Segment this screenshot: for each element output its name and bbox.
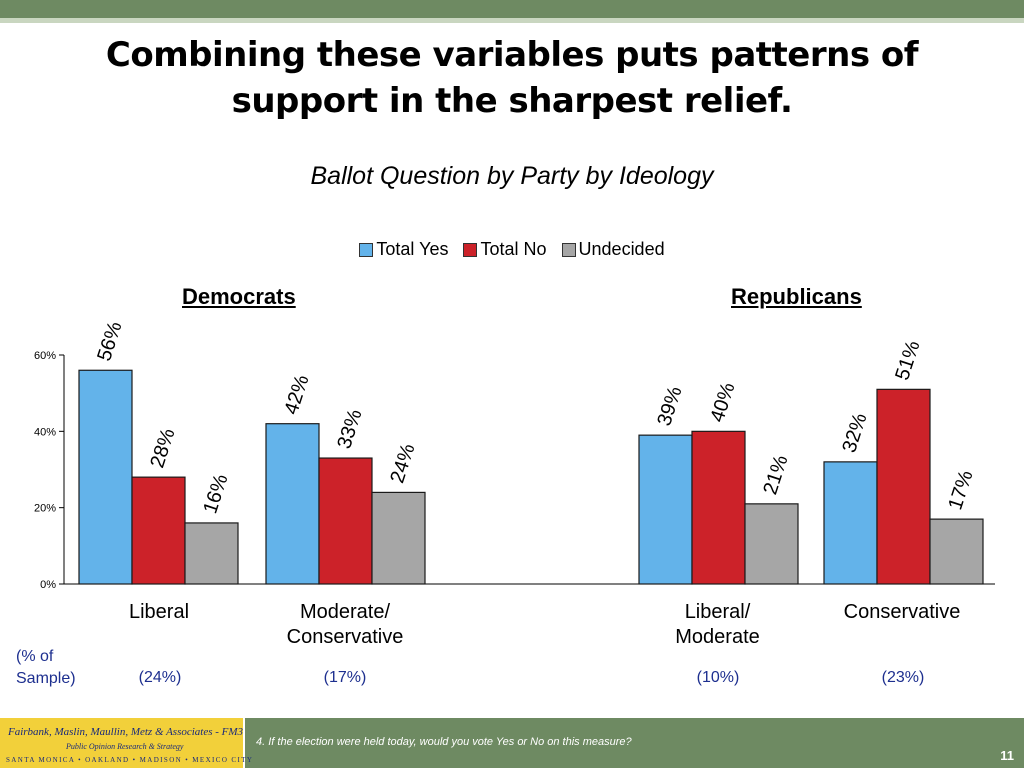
legend-item-total-no: Total No	[463, 239, 547, 260]
fm3-logo: Fairbank, Maslin, Maullin, Metz & Associ…	[0, 718, 252, 768]
category-label-conservative: Conservative	[822, 600, 982, 625]
logo-tagline: Public Opinion Research & Strategy	[66, 742, 184, 751]
bar-3-0	[823, 461, 878, 585]
category-label-conservative-text: Conservative	[843, 601, 961, 623]
group-heading-republicans: Republicans	[731, 284, 862, 309]
legend-swatch-total-yes	[359, 242, 374, 257]
category-label-liberal-moderate: Liberal/ Moderate	[640, 600, 795, 650]
chart-legend: Total Yes Total No Undecided	[0, 239, 1024, 262]
bar-3-1	[876, 388, 931, 585]
category-label-moderate-conservative-line2: Conservative	[286, 626, 404, 648]
sample-caption-line2: Sample)	[16, 670, 76, 687]
sample-caption-line1: (% of	[16, 648, 54, 665]
header-stripe	[0, 18, 1024, 23]
bar-2-0	[638, 434, 693, 585]
data-label-2-2: 21%	[759, 452, 792, 497]
data-label-0-0: 56%	[93, 319, 126, 364]
legend-label-total-yes: Total Yes	[376, 239, 449, 259]
header-bar	[0, 0, 1024, 18]
legend-item-undecided: Undecided	[561, 239, 665, 260]
category-label-liberal-text: Liberal	[128, 601, 190, 623]
logo-firm-name: Fairbank, Maslin, Maullin, Metz & Associ…	[8, 726, 244, 738]
y-tick-label-2: 40%	[34, 426, 56, 438]
data-label-1-0: 42%	[280, 372, 313, 417]
bar-2-2	[744, 503, 799, 585]
bar-0-0	[78, 369, 133, 585]
sample-share-conservative: (23%)	[881, 669, 925, 686]
data-label-2-0: 39%	[653, 384, 686, 429]
legend-swatch-total-no	[463, 242, 478, 257]
bar-1-2	[371, 491, 426, 585]
legend-label-total-no: Total No	[480, 239, 547, 259]
category-label-moderate-conservative: Moderate/ Conservative	[265, 600, 425, 650]
legend-swatch-undecided	[561, 242, 576, 257]
sample-share-liberal: (24%)	[138, 669, 182, 686]
page-number: 11	[1000, 748, 1014, 763]
legend-item-total-yes: Total Yes	[359, 239, 448, 260]
category-label-liberal-moderate-line1: Liberal/	[684, 601, 751, 623]
category-label-liberal: Liberal	[104, 600, 214, 625]
data-label-2-1: 40%	[706, 380, 739, 425]
y-tick-label-3: 60%	[34, 350, 56, 362]
data-label-3-2: 17%	[944, 468, 977, 513]
bar-chart: 0% 20% 40% 60% 56% 28% 16% 42% 33% 24% 39% 40% 21% 32…	[34, 319, 995, 591]
data-label-0-2: 16%	[199, 471, 232, 516]
data-label-0-1: 28%	[146, 426, 179, 471]
category-label-moderate-conservative-line1: Moderate/	[299, 601, 391, 623]
bar-1-0	[265, 423, 320, 585]
group-heading-democrats: Democrats	[182, 284, 296, 309]
y-tick-label-1: 20%	[34, 503, 56, 515]
bar-3-2	[929, 518, 984, 585]
question-footnote: 4. If the election were held today, woul…	[256, 736, 632, 748]
sample-share-moderate-conservative: (17%)	[323, 669, 367, 686]
category-label-liberal-moderate-line2: Moderate	[675, 626, 760, 648]
data-label-1-1: 33%	[333, 407, 366, 452]
logo-offices: SANTA MONICA • OAKLAND • MADISON • MEXIC…	[6, 756, 254, 764]
data-label-1-2: 24%	[386, 441, 419, 486]
bar-0-2	[184, 522, 239, 585]
bar-0-1	[131, 476, 186, 585]
slide-title: Combining these variables puts patterns …	[105, 35, 919, 121]
data-label-3-1: 51%	[891, 338, 924, 383]
sample-caption: (% of Sample)	[16, 646, 76, 690]
sample-share-liberal-moderate: (10%)	[696, 669, 740, 686]
data-label-3-0: 32%	[838, 410, 871, 455]
chart-subtitle: Ballot Question by Party by Ideology	[310, 162, 714, 190]
bar-2-1	[691, 430, 746, 585]
bar-1-1	[318, 457, 373, 585]
legend-label-undecided: Undecided	[578, 239, 665, 259]
y-tick-label-0: 0%	[40, 579, 56, 591]
